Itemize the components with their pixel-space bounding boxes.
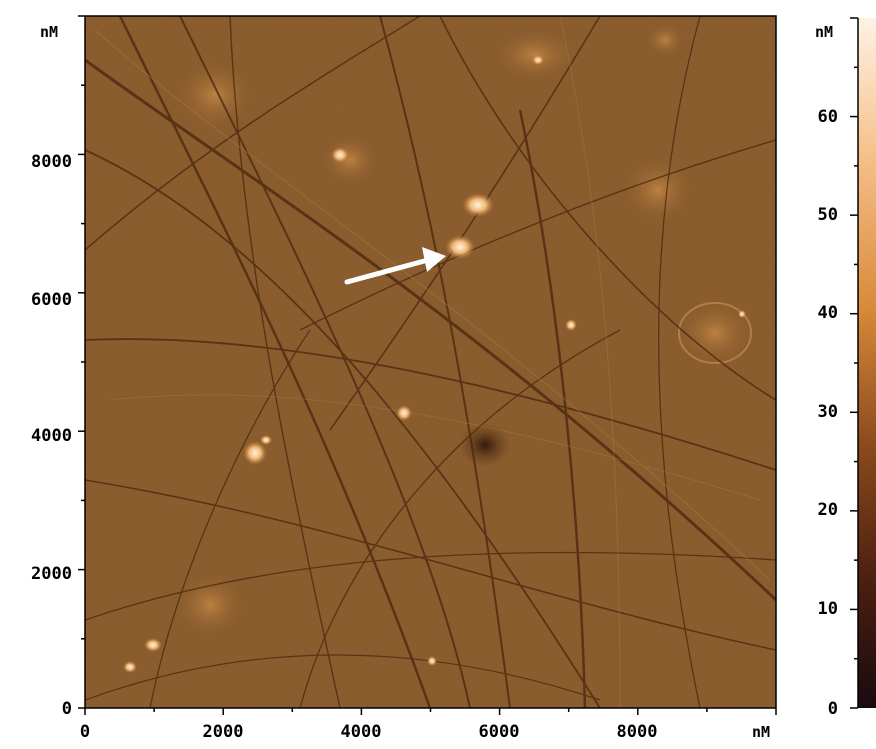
colorbar-tick-label: 10	[818, 599, 838, 619]
colorbar-tick-label: 30	[818, 402, 838, 422]
colorbar-ticks	[850, 17, 858, 709]
x-tick-label: 6000	[479, 722, 520, 742]
y-axis-unit: nM	[40, 23, 58, 41]
colorbar-tick-label: 40	[818, 303, 838, 323]
colorbar-tick-label: 0	[828, 699, 838, 719]
colorbar-tick-label: 50	[818, 205, 838, 225]
y-tick-label: 2000	[31, 564, 72, 584]
y-axis-ticks	[78, 15, 85, 709]
colorbar-tick-label: 20	[818, 500, 838, 520]
x-axis-unit: nM	[752, 723, 770, 741]
x-tick-label: 4000	[341, 722, 382, 742]
height-colorbar: nM 60 50 40 30 20 10 0	[815, 17, 876, 719]
arrow-annotation	[344, 247, 446, 285]
y-tick-label: 8000	[31, 152, 72, 172]
x-axis-labels: 0 2000 4000 6000 8000 nM	[80, 722, 770, 742]
y-tick-label: 6000	[31, 290, 72, 310]
afm-height-image	[85, 16, 776, 708]
colorbar-tick-label: 60	[818, 107, 838, 127]
colorbar-unit: nM	[815, 23, 833, 41]
colorbar-gradient	[858, 18, 876, 708]
x-tick-label: 0	[80, 722, 90, 742]
x-axis-ticks	[84, 708, 777, 715]
x-tick-label: 8000	[617, 722, 658, 742]
x-tick-label: 2000	[203, 722, 244, 742]
y-axis-labels: nM 8000 6000 4000 2000 0	[31, 23, 72, 719]
y-tick-label: 4000	[31, 426, 72, 446]
y-tick-label: 0	[62, 699, 72, 719]
